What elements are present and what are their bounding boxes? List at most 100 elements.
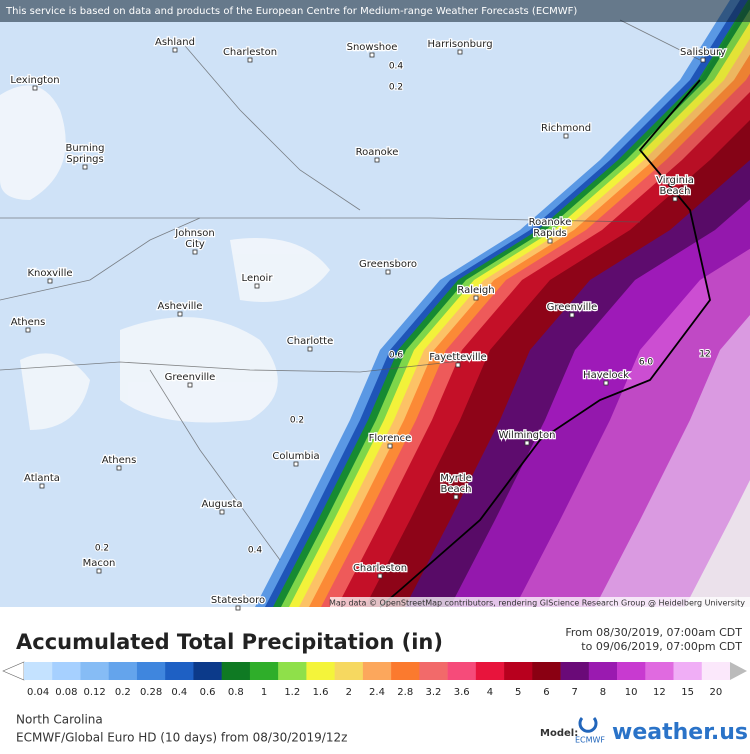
colorbar-segment <box>504 662 533 680</box>
city-dot <box>177 311 183 317</box>
city-dot <box>219 509 225 515</box>
colorbar-segment <box>391 662 420 680</box>
colorbar-label: 7 <box>571 687 577 698</box>
colorbar-left-cap <box>2 661 25 681</box>
city-dot <box>39 483 45 489</box>
city-label: Rapids <box>533 228 567 239</box>
city-dot <box>369 52 375 58</box>
colorbar-segment <box>24 662 53 680</box>
city-label: Roanoke <box>529 217 572 228</box>
colorbar-label: 0.8 <box>228 687 244 698</box>
colorbar-label: 3.2 <box>426 687 442 698</box>
city-dot <box>116 465 122 471</box>
contour-label: 0.4 <box>389 62 404 72</box>
city-label: Beach <box>441 484 472 495</box>
banner-bg <box>0 0 750 22</box>
city-label: Florence <box>369 433 412 444</box>
city-label: Raleigh <box>457 285 494 296</box>
city-dot <box>473 295 479 301</box>
city-dot <box>172 47 178 53</box>
dry-areas <box>0 85 330 430</box>
city-label: Athens <box>102 455 137 466</box>
colorbar-right-cap <box>730 662 747 680</box>
attribution: Map data © OpenStreetMap contributors, r… <box>329 599 745 608</box>
colorbar: 0.04 0.08 0.12 0.2 0.28 0.4 0.6 0.8 1 1.2 1.6 2 2.4 2… <box>2 661 747 698</box>
ocean <box>380 0 750 607</box>
date-to: to 09/06/2019, 07:00pm CDT <box>581 640 742 653</box>
city-label: Greenville <box>547 302 598 313</box>
city-label: Burning <box>66 143 105 154</box>
colorbar-segment <box>193 662 222 680</box>
contour-label: 0.2 <box>290 416 304 426</box>
colorbar-segment <box>475 662 505 680</box>
colorbar-segment <box>645 662 674 680</box>
city-dot <box>254 283 260 289</box>
colorbar-segment <box>447 662 477 680</box>
contour-label: 12 <box>699 350 710 360</box>
colorbar-segment <box>108 662 138 680</box>
city-label: Havelock <box>583 370 629 381</box>
model-line: ECMWF/Global Euro HD (10 days) from 08/3… <box>16 731 347 745</box>
colorbar-segment <box>334 662 364 680</box>
precip-bands <box>255 0 750 607</box>
city-label: Charleston <box>223 47 277 58</box>
colorbar-label: 0.6 <box>200 687 216 698</box>
city-label: Greenville <box>165 372 216 383</box>
colorbar-label: 20 <box>710 687 723 698</box>
colorbar-label: 0.08 <box>55 687 77 698</box>
city-label: Athens <box>11 317 46 328</box>
colorbar-label: 4 <box>487 687 493 698</box>
precip-band <box>685 480 750 607</box>
colorbar-segment <box>617 662 646 680</box>
city-dot <box>453 494 459 500</box>
attribution-bg <box>330 597 750 608</box>
city-label: Beach <box>660 186 691 197</box>
contour-label: 0.4 <box>248 546 263 556</box>
legend-title: Accumulated Total Precipitation (in) <box>16 630 443 654</box>
city-label: Augusta <box>201 499 242 510</box>
city-label: Charleston <box>353 563 407 574</box>
city-label: Johnson <box>174 228 214 239</box>
contour-label: 0.6 <box>389 351 404 361</box>
colorbar-label: 0.12 <box>83 687 105 698</box>
city-dot <box>293 461 299 467</box>
colorbar-label: 2.4 <box>369 687 385 698</box>
city-dot <box>47 278 53 284</box>
contour-label: 0.2 <box>389 83 403 93</box>
city-label: Columbia <box>272 451 319 462</box>
city-dot <box>96 568 102 574</box>
city-label: Macon <box>83 558 116 569</box>
colorbar-label: 0.2 <box>115 687 131 698</box>
colorbar-segment <box>532 662 561 680</box>
colorbar-label: 1.6 <box>313 687 329 698</box>
date-from: From 08/30/2019, 07:00am CDT <box>565 626 742 639</box>
precip-band <box>595 315 750 607</box>
colorbar-label: 8 <box>600 687 606 698</box>
city-dot <box>455 362 461 368</box>
brand-logo: weather.us <box>612 720 748 745</box>
city-label: Harrisonburg <box>427 39 492 50</box>
city-label: Fayetteville <box>429 352 486 363</box>
colorbar-label: 1.2 <box>284 687 300 698</box>
city-dot <box>82 164 88 170</box>
colorbar-segment <box>249 662 279 680</box>
city-dot <box>377 573 383 579</box>
city-label: Asheville <box>158 301 203 312</box>
colorbar-label: 0.4 <box>171 687 187 698</box>
colorbar-label: 15 <box>681 687 694 698</box>
colorbar-label: 6 <box>543 687 549 698</box>
city-dot <box>32 85 38 91</box>
city-dot <box>247 57 253 63</box>
city-dot <box>547 238 553 244</box>
city-label: Greensboro <box>359 259 417 270</box>
contour-label: 0.2 <box>95 544 109 554</box>
city-dot <box>563 133 569 139</box>
contour-label: 6.0 <box>639 358 654 368</box>
city-dot <box>524 440 530 446</box>
city-label: Wilmington <box>499 430 556 441</box>
city-label: Salisbury <box>680 47 726 58</box>
city-dot <box>187 382 193 388</box>
city-label: Lexington <box>10 75 59 86</box>
city-dot <box>603 380 609 386</box>
